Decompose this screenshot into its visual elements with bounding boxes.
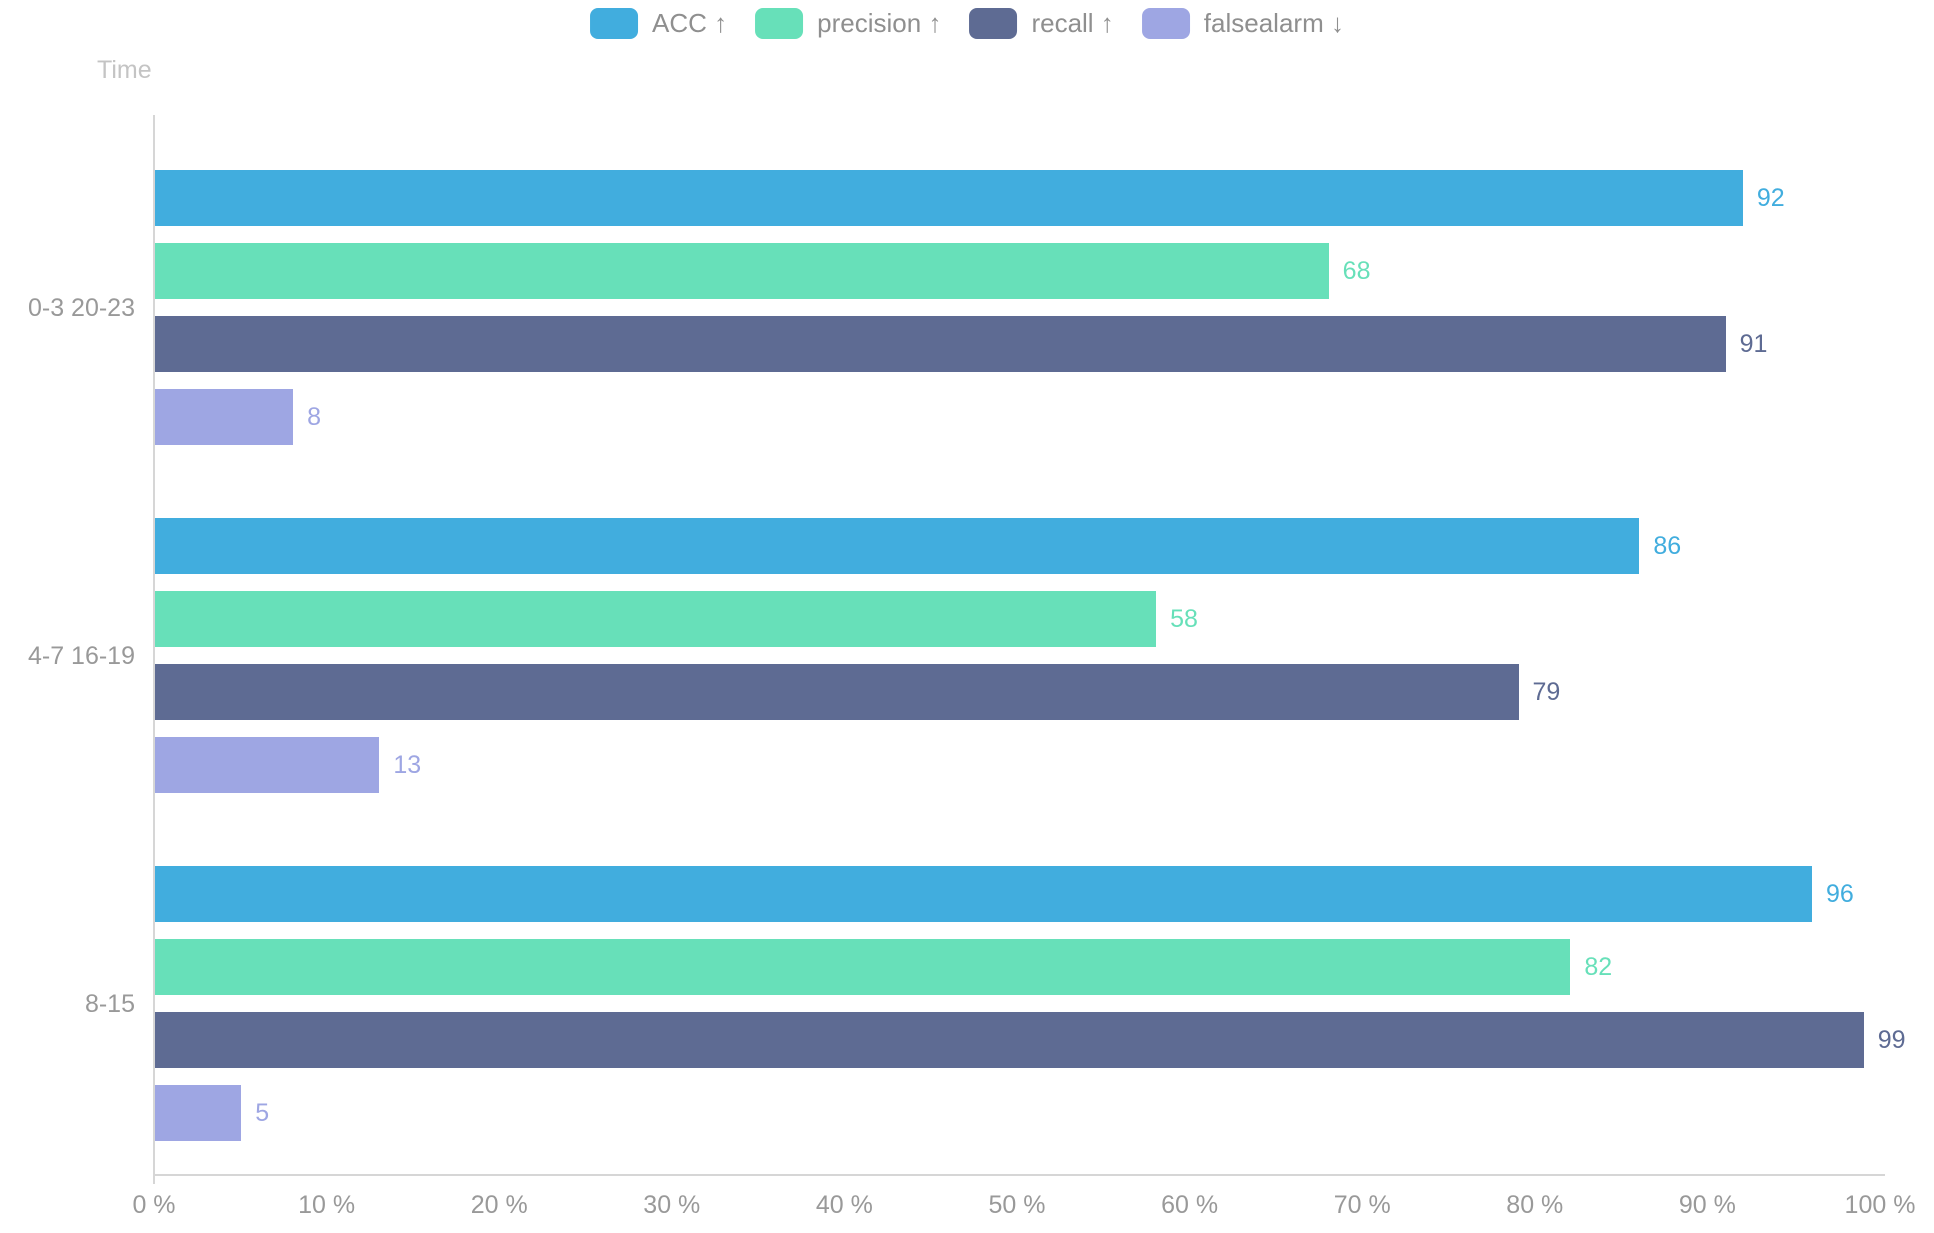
bar-value-label: 91	[1739, 330, 1768, 358]
bar-falsealarm[interactable]	[155, 737, 380, 793]
bar-recall[interactable]	[155, 1012, 1864, 1068]
chart-legend: ACC ↑ precision ↑ recall ↑ falsealarm ↓	[590, 8, 1344, 39]
legend-label-recall: recall ↑	[1031, 8, 1114, 38]
legend-label-precision: precision ↑	[817, 8, 942, 38]
bar-value-label: 86	[1653, 532, 1682, 560]
x-tick-label: 50 %	[988, 1191, 1046, 1219]
legend-item-acc[interactable]: ACC ↑	[590, 8, 727, 39]
bar-value-label: 58	[1170, 605, 1198, 633]
legend-item-falsealarm[interactable]: falsealarm ↓	[1141, 8, 1344, 39]
bar-falsealarm[interactable]	[155, 1085, 242, 1141]
bar-value-label: 13	[393, 751, 422, 779]
x-axis-line	[153, 1174, 1885, 1176]
x-tick-label: 20 %	[470, 1191, 528, 1219]
x-tick-label: 100 %	[1844, 1191, 1916, 1219]
x-tick-label: 60 %	[1161, 1191, 1219, 1219]
bar-acc[interactable]	[155, 866, 1812, 922]
bar-value-label: 68	[1342, 257, 1371, 285]
legend-label-falsealarm: falsealarm ↓	[1203, 8, 1344, 38]
category-label: 8-15	[84, 989, 135, 1018]
bar-value-label: 82	[1584, 953, 1613, 981]
bar-acc[interactable]	[155, 170, 1743, 226]
bar-value-label: 5	[255, 1099, 270, 1127]
x-tick-label: 0 %	[132, 1191, 176, 1219]
bar-acc[interactable]	[155, 518, 1640, 574]
category-label: 4-7 16-19	[27, 641, 135, 670]
x-tick-label: 30 %	[643, 1191, 701, 1219]
x-tick-label: 10 %	[298, 1191, 356, 1219]
x-tick-label: 90 %	[1678, 1191, 1736, 1219]
bar-value-label: 96	[1825, 880, 1854, 908]
bar-value-label: 79	[1532, 678, 1561, 706]
legend-item-precision[interactable]: precision ↑	[755, 8, 941, 39]
legend-swatch-falsealarm	[1141, 8, 1190, 39]
y-axis-name-label: Time	[97, 56, 152, 84]
bar-recall[interactable]	[155, 664, 1519, 720]
y-axis-line	[153, 115, 155, 1184]
bar-value-label: 99	[1877, 1026, 1906, 1054]
legend-item-recall[interactable]: recall ↑	[969, 8, 1114, 39]
x-tick-label: 80 %	[1506, 1191, 1564, 1219]
x-tick-label: 70 %	[1333, 1191, 1391, 1219]
bar-falsealarm[interactable]	[155, 389, 294, 445]
legend-label-acc: ACC ↑	[652, 8, 728, 38]
legend-swatch-precision	[755, 8, 804, 39]
bar-recall[interactable]	[155, 316, 1726, 372]
legend-swatch-recall	[969, 8, 1018, 39]
bar-value-label: 92	[1756, 184, 1785, 212]
bar-precision[interactable]	[155, 939, 1571, 995]
x-tick-label: 40 %	[815, 1191, 873, 1219]
legend-swatch-acc	[590, 8, 639, 39]
bar-value-label: 8	[307, 403, 321, 431]
bar-precision[interactable]	[155, 591, 1157, 647]
category-label: 0-3 20-23	[27, 293, 135, 322]
bar-precision[interactable]	[155, 243, 1329, 299]
